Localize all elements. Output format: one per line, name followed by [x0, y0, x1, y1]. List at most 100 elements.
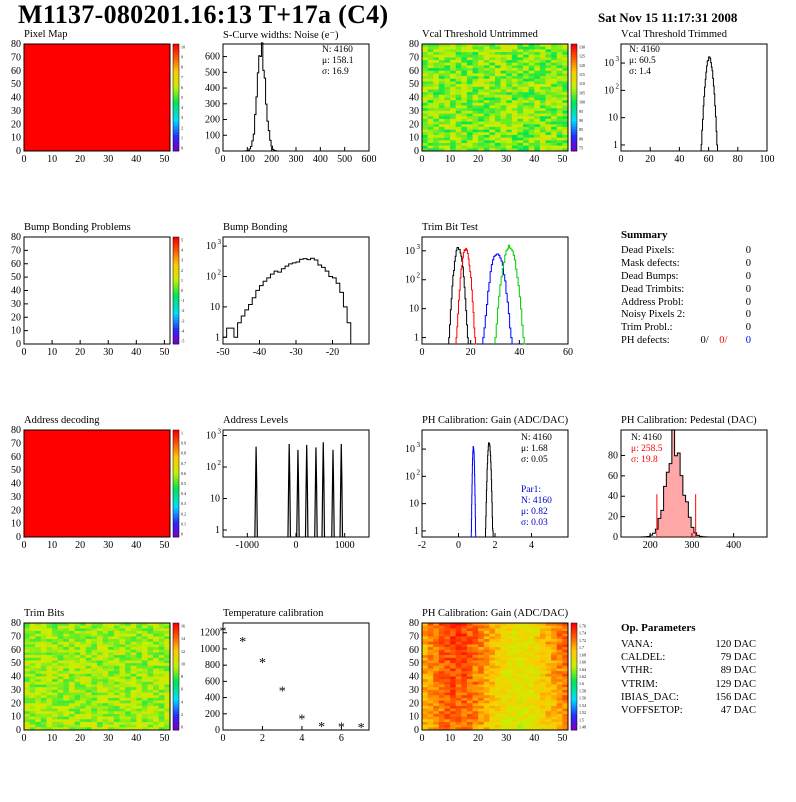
heatmap-cell: [461, 86, 468, 90]
heatmap-cell: [433, 713, 440, 717]
heatmap-cell: [506, 137, 513, 141]
heatmap-cell: [29, 676, 36, 680]
heatmap-cell: [500, 140, 507, 144]
heatmap-cell: [455, 628, 462, 632]
scatter-point: *: [318, 720, 325, 735]
heatmap-cell: [136, 623, 143, 626]
heatmap-cell: [438, 76, 445, 80]
heatmap-cell: [35, 705, 42, 709]
palette-swatch: [173, 49, 179, 53]
palette-swatch: [173, 86, 179, 90]
heatmap-cell: [125, 689, 131, 693]
x-tick-label: 0: [420, 733, 425, 744]
heatmap-cell: [534, 60, 541, 64]
heatmap-cell: [478, 70, 485, 74]
palette-tick-label: 1.54: [579, 703, 586, 708]
heatmap-cell: [57, 652, 64, 656]
heatmap-cell: [46, 657, 53, 661]
heatmap-cell: [489, 62, 496, 66]
heatmap-cell: [461, 719, 468, 723]
palette-swatch: [173, 719, 179, 723]
heatmap-cell: [444, 60, 451, 64]
heatmap-cell: [427, 684, 434, 688]
heatmap-cell: [438, 81, 445, 85]
heatmap-cell: [153, 644, 160, 648]
heatmap-cell: [444, 57, 451, 61]
heatmap-cell: [556, 113, 563, 117]
x-tick-label: 30: [103, 347, 113, 358]
x-tick-label: 200: [264, 154, 279, 165]
heatmap-cell: [500, 697, 507, 701]
palette-swatch: [571, 668, 577, 672]
heatmap-cell: [489, 668, 496, 672]
heatmap-cell: [438, 697, 445, 701]
heatmap-cell: [422, 713, 428, 717]
heatmap-cell: [562, 676, 569, 680]
heatmap-cell: [539, 92, 546, 96]
heatmap-cell: [483, 639, 490, 643]
heatmap-cell: [74, 657, 81, 661]
summary-heading: Summary: [621, 229, 668, 241]
heatmap-cell: [495, 689, 501, 693]
heatmap-cell: [523, 126, 529, 130]
heatmap-cell: [523, 703, 529, 707]
palette-swatch: [173, 480, 179, 484]
heatmap-cell: [455, 68, 462, 72]
summary-value: 0: [745, 257, 751, 269]
hist-fill-bin: [682, 495, 686, 537]
heatmap-cell: [444, 78, 451, 82]
heatmap-cell: [495, 647, 501, 651]
heatmap-cell: [523, 697, 529, 701]
palette-swatch: [571, 62, 577, 66]
heatmap-cell: [74, 724, 81, 728]
heatmap-cell: [24, 663, 30, 667]
palette-swatch: [571, 705, 577, 709]
heatmap-cell: [102, 668, 109, 672]
heatmap-cell: [35, 681, 42, 685]
heatmap-cell: [450, 631, 456, 634]
palette-swatch: [173, 711, 179, 715]
heatmap-cell: [68, 697, 75, 701]
heatmap-cell: [478, 681, 485, 685]
heatmap-cell: [46, 697, 53, 701]
heatmap-cell: [29, 665, 36, 669]
x-tick-label: 6: [339, 733, 344, 744]
heatmap-cell: [461, 148, 468, 152]
heatmap-cell: [97, 700, 103, 704]
heatmap-cell: [545, 652, 552, 656]
heatmap-cell: [422, 641, 428, 645]
heatmap-cell: [52, 713, 58, 717]
palette-swatch: [173, 673, 179, 677]
heatmap-cell: [478, 100, 485, 104]
heatmap-cell: [500, 44, 507, 47]
heatmap-cell: [523, 625, 529, 629]
heatmap-cell: [68, 671, 75, 675]
heatmap-cell: [461, 76, 468, 80]
palette-tick-label: 1: [181, 135, 183, 140]
heatmap-cell: [495, 636, 501, 640]
heatmap-cell: [147, 668, 154, 672]
heatmap-cell: [24, 711, 30, 715]
heatmap-cell: [478, 689, 485, 693]
heatmap-cell: [63, 703, 70, 707]
plot-frame-top: [421, 622, 569, 731]
heatmap-cell: [24, 716, 30, 720]
heatmap-cell: [40, 716, 47, 720]
heatmap-cell: [164, 663, 171, 667]
heatmap-cell: [422, 49, 428, 53]
heatmap-cell: [153, 633, 160, 637]
heatmap-cell: [444, 116, 451, 120]
heatmap-cell: [461, 633, 468, 637]
heatmap-cell: [136, 692, 143, 696]
heatmap-cell: [422, 711, 428, 715]
heatmap-cell: [136, 700, 143, 704]
heatmap-cell: [500, 110, 507, 114]
heatmap-cell: [102, 625, 109, 629]
heatmap-cell: [545, 94, 552, 98]
palette-swatch: [571, 70, 577, 74]
heatmap-cell: [523, 673, 529, 677]
heatmap-cell: [489, 673, 496, 677]
palette-swatch: [571, 140, 577, 144]
hist-series-0: [222, 257, 355, 345]
